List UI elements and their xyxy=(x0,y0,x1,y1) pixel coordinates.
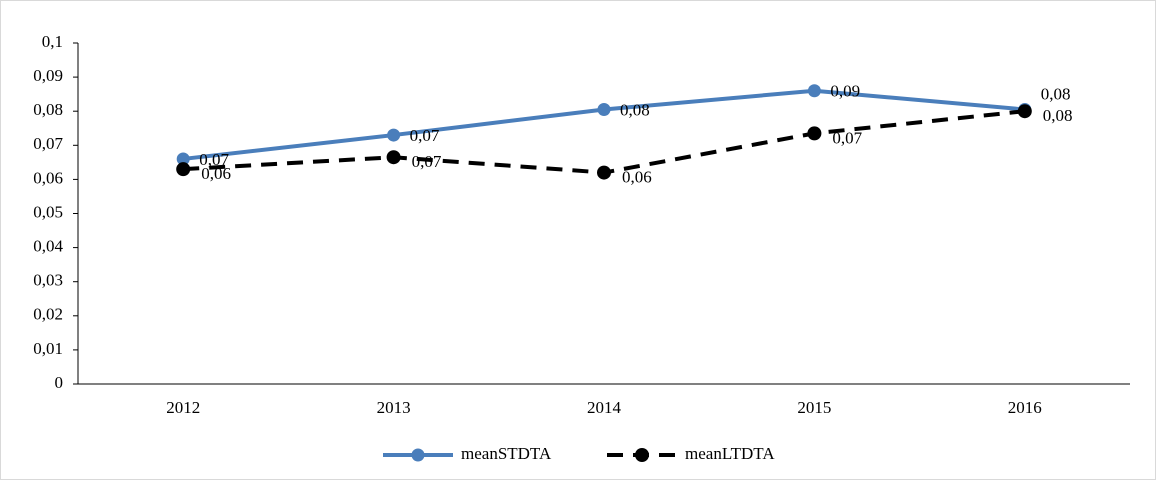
data-label: 0,08 xyxy=(1043,106,1073,125)
point xyxy=(387,128,401,142)
y-tick-label: 0 xyxy=(55,373,64,392)
point xyxy=(807,84,821,98)
x-tick-label: 2015 xyxy=(797,398,831,417)
y-tick-label: 0,03 xyxy=(33,271,63,290)
data-label: 0,06 xyxy=(622,167,652,186)
point xyxy=(807,126,822,141)
point xyxy=(597,165,611,180)
data-label: 0,08 xyxy=(620,100,650,119)
point xyxy=(386,150,401,165)
point xyxy=(176,152,190,166)
data-label: 0,06 xyxy=(201,164,231,183)
y-tick-label: 0,06 xyxy=(33,168,63,187)
y-tick-label: 0,01 xyxy=(33,339,63,358)
legend-label: meanSTDTA xyxy=(461,444,552,463)
data-label: 0,09 xyxy=(830,82,860,101)
y-tick-label: 0,09 xyxy=(33,66,63,85)
data-label: 0,07 xyxy=(199,150,229,169)
data-label: 0,07 xyxy=(410,126,440,145)
legend-marker xyxy=(411,448,425,462)
x-tick-label: 2013 xyxy=(377,398,411,417)
point xyxy=(1017,104,1032,119)
y-tick-label: 0,02 xyxy=(33,305,63,324)
x-tick-label: 2016 xyxy=(1008,398,1042,417)
x-tick-label: 2014 xyxy=(587,398,622,417)
point xyxy=(597,102,611,116)
data-label: 0,08 xyxy=(1041,84,1071,103)
legend-marker xyxy=(635,448,649,462)
y-tick-label: 0,04 xyxy=(33,237,63,256)
data-label: 0,07 xyxy=(832,128,862,147)
legend-label: meanLTDTA xyxy=(685,444,775,463)
y-tick-label: 0,05 xyxy=(33,202,63,221)
y-tick-label: 0,1 xyxy=(42,32,63,51)
y-tick-label: 0,07 xyxy=(33,134,63,153)
x-tick-label: 2012 xyxy=(166,398,200,417)
data-label: 0,07 xyxy=(412,152,442,171)
point xyxy=(176,162,191,177)
y-tick-label: 0,08 xyxy=(33,100,63,119)
